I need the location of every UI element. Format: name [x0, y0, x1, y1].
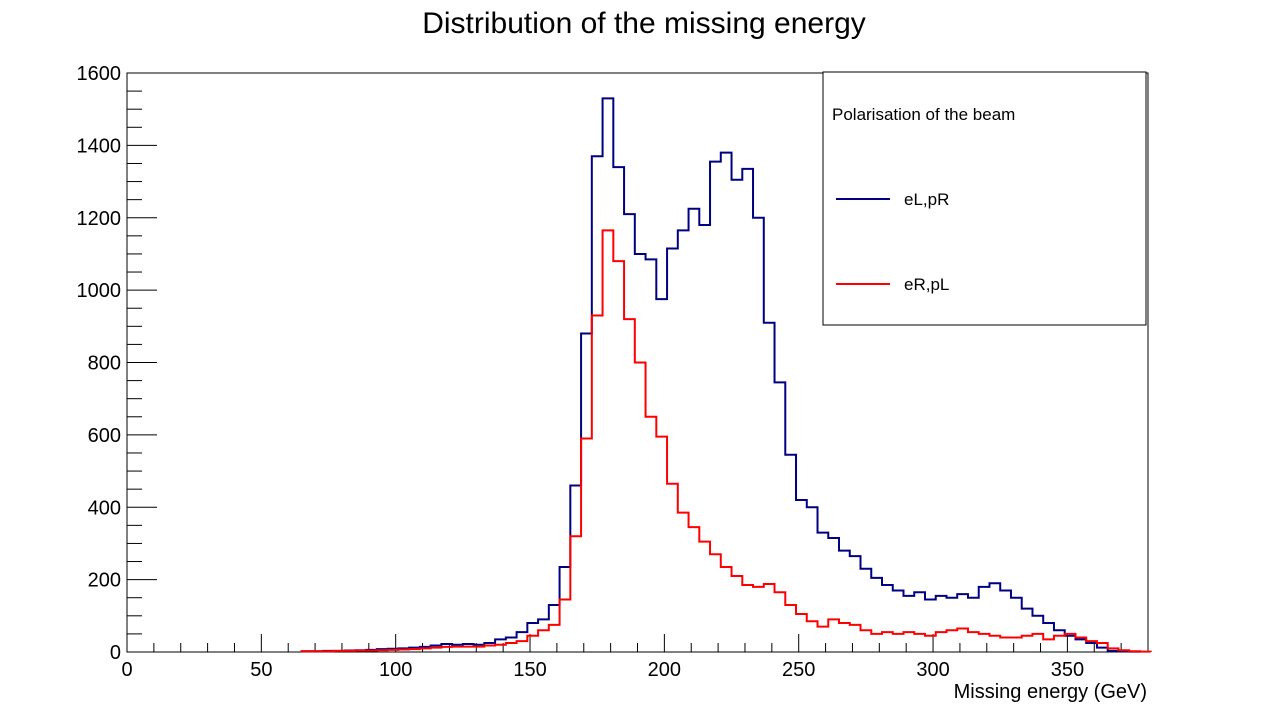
y-tick-label: 1400	[77, 135, 122, 157]
x-tick-label: 200	[648, 659, 681, 681]
y-tick-label: 600	[88, 425, 121, 447]
y-tick-label: 1000	[77, 280, 122, 302]
chart-title: Distribution of the missing energy	[422, 7, 866, 40]
y-tick-label: 400	[88, 497, 121, 519]
y-tick-label: 1200	[77, 208, 122, 230]
x-axis: 0 50 100 150 200 250 300 350	[121, 634, 1122, 681]
series-line-eL-pR	[300, 97, 1141, 653]
y-tick-label: 1600	[77, 63, 122, 85]
legend-title: Polarisation of the beam	[832, 105, 1015, 124]
y-tick-label: 800	[88, 353, 121, 375]
y-axis: 0 200 400 600 800 1000 1200 1400 1600	[77, 63, 157, 664]
y-tick-label: 200	[88, 570, 121, 592]
legend-label-eL-pR: eL,pR	[904, 190, 949, 209]
x-tick-label: 50	[250, 659, 272, 681]
x-tick-label: 350	[1051, 659, 1084, 681]
legend: Polarisation of the beam eL,pR eR,pL	[822, 71, 1147, 326]
series-line-eR-pL	[300, 229, 1152, 653]
x-tick-label: 0	[121, 659, 132, 681]
x-axis-label: Missing energy (GeV)	[954, 681, 1147, 703]
x-tick-label: 250	[782, 659, 815, 681]
legend-label-eR-pL: eR,pL	[904, 275, 949, 294]
x-tick-label: 300	[916, 659, 949, 681]
y-tick-label: 0	[110, 642, 121, 664]
x-tick-label: 100	[379, 659, 412, 681]
series-layer	[300, 97, 1152, 653]
x-tick-label: 150	[513, 659, 546, 681]
